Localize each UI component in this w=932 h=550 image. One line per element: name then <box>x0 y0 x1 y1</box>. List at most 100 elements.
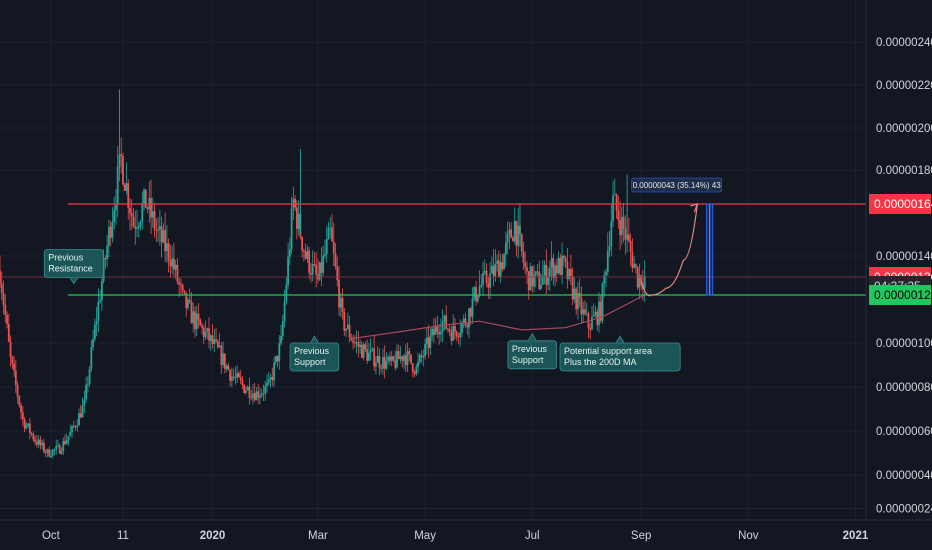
candle-body <box>134 226 137 229</box>
candle-body <box>622 216 625 229</box>
candle <box>16 381 19 404</box>
candle-body <box>109 226 112 238</box>
candle-body <box>237 373 240 378</box>
candle <box>455 330 458 342</box>
candle-body <box>181 285 184 291</box>
measure-label: 0.00000043 (35.14%) 43 <box>633 181 722 190</box>
candle <box>180 278 182 295</box>
candle-body <box>415 366 418 374</box>
candle-body <box>497 260 500 278</box>
candle-body <box>234 377 237 379</box>
candle <box>23 416 26 433</box>
candle <box>580 286 583 324</box>
candle <box>158 209 161 246</box>
price-tick-label: 0.00000080 <box>876 382 932 394</box>
candle-body <box>343 311 346 331</box>
candle <box>14 359 17 393</box>
candle-body <box>106 245 109 260</box>
candle-body <box>86 383 89 386</box>
candle <box>504 231 507 267</box>
candle-body <box>543 264 546 276</box>
candle <box>264 380 267 402</box>
candle-body <box>111 221 114 238</box>
candle-body <box>466 325 469 328</box>
candle <box>209 333 212 352</box>
candle-body <box>288 249 291 257</box>
candle-body <box>301 237 304 251</box>
candle <box>599 295 602 324</box>
candle-body <box>158 226 161 230</box>
candle <box>582 301 585 323</box>
candle-body <box>545 264 548 285</box>
candle <box>353 335 356 348</box>
candle-body <box>324 253 326 256</box>
candle <box>6 311 8 329</box>
candle <box>39 435 42 450</box>
candle-body <box>95 320 98 325</box>
candle <box>622 202 625 243</box>
candle-body <box>171 258 174 267</box>
candle <box>43 438 45 454</box>
candle-body <box>413 372 416 374</box>
candle-body <box>93 324 96 340</box>
candle-body <box>174 264 177 270</box>
candle-body <box>108 226 110 246</box>
candle-body <box>362 344 365 358</box>
annotation-pointer <box>527 333 537 342</box>
candle <box>634 263 637 274</box>
candle-body <box>245 390 247 393</box>
candle <box>396 344 398 369</box>
price-axis: 0.00000024 0.00000040 0.00000060 0.00000080… <box>865 0 932 520</box>
candle-body <box>230 376 233 381</box>
candle <box>243 384 246 394</box>
candle <box>13 355 15 377</box>
candle <box>547 266 549 290</box>
candle <box>246 385 249 391</box>
candle <box>348 315 351 343</box>
candle-body <box>577 292 579 310</box>
candle <box>355 330 358 354</box>
candle-body <box>222 353 224 365</box>
candle-body <box>352 340 354 343</box>
candle-body <box>490 265 493 274</box>
time-tick-label: Sep <box>631 530 651 542</box>
candle-body <box>318 262 321 280</box>
candle <box>364 341 367 353</box>
candle <box>346 312 349 330</box>
candle-body <box>566 261 569 280</box>
candle <box>473 286 476 302</box>
candle <box>462 314 465 329</box>
candle-body <box>85 385 87 400</box>
candle <box>188 288 191 305</box>
candle <box>387 354 390 365</box>
annotation-pointer <box>615 335 625 344</box>
candle <box>132 208 135 228</box>
candle-body <box>605 272 607 276</box>
candlesticks <box>0 89 646 459</box>
candle-body <box>503 254 506 270</box>
candle <box>350 333 353 342</box>
candle <box>237 371 240 378</box>
candle-body <box>310 272 312 275</box>
candle-body <box>297 213 300 230</box>
candle <box>9 335 12 367</box>
candle <box>85 376 87 403</box>
candle-body <box>81 405 84 418</box>
projection-curve <box>640 203 698 297</box>
candle <box>7 314 10 343</box>
candle-body <box>260 393 263 396</box>
candle-body <box>482 272 484 285</box>
candle <box>169 244 172 278</box>
candle-body <box>308 250 311 273</box>
candle <box>411 362 414 378</box>
time-tick-label: Nov <box>738 530 759 542</box>
candle <box>482 261 484 295</box>
candle-body <box>432 328 435 335</box>
candle <box>404 343 407 373</box>
candle <box>629 233 632 267</box>
